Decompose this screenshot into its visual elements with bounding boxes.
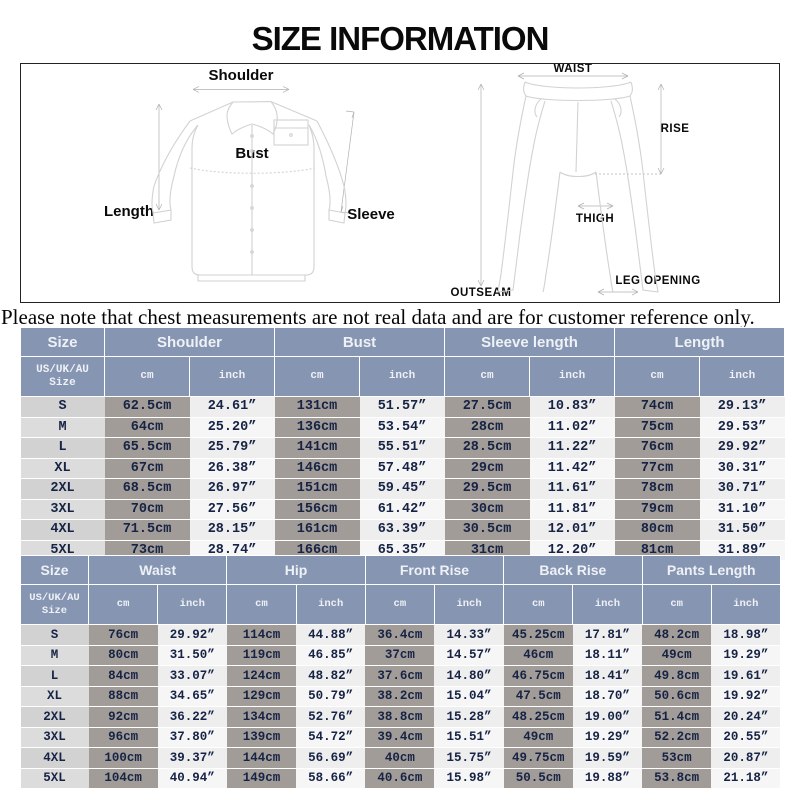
svg-text:THIGH: THIGH <box>576 213 614 225</box>
svg-text:Sleeve: Sleeve <box>347 206 395 223</box>
svg-text:WAIST: WAIST <box>554 64 593 75</box>
svg-text:RISE: RISE <box>661 123 690 135</box>
svg-text:Shoulder: Shoulder <box>208 67 273 84</box>
svg-text:LEG OPENING: LEG OPENING <box>615 275 700 287</box>
svg-text:OUTSEAM: OUTSEAM <box>451 287 512 299</box>
svg-text:Length: Length <box>104 203 154 220</box>
